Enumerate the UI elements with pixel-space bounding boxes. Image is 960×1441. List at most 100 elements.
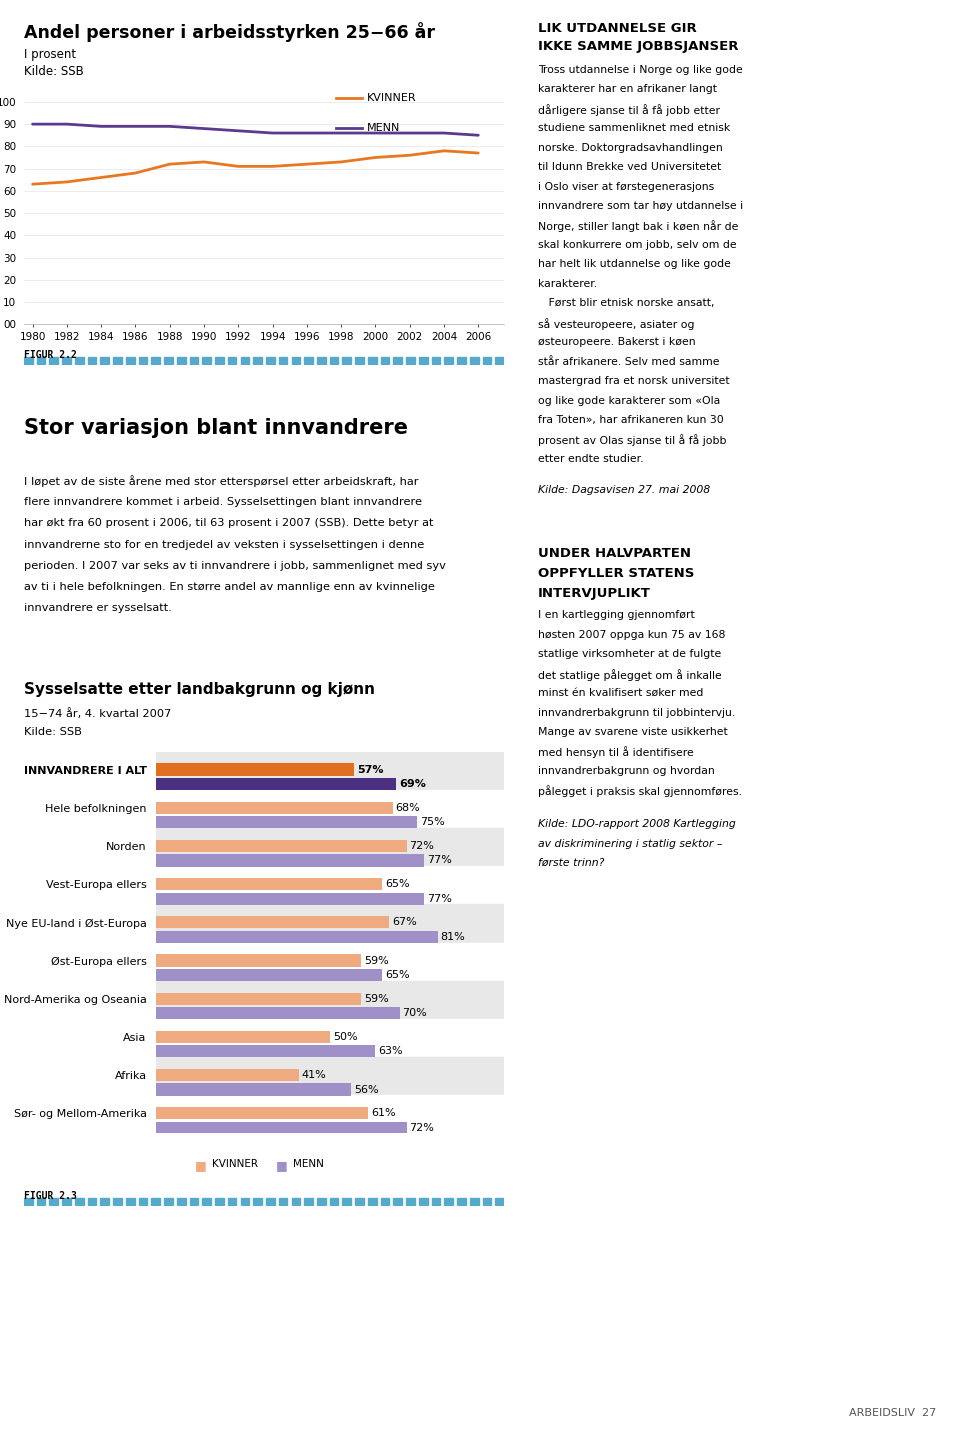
Text: 65%: 65% — [385, 970, 410, 980]
Text: Kilde: LDO-rapport 2008 Kartlegging: Kilde: LDO-rapport 2008 Kartlegging — [538, 820, 735, 829]
Bar — [113, 357, 122, 363]
Text: har helt lik utdannelse og like gode: har helt lik utdannelse og like gode — [538, 259, 731, 269]
Text: 77%: 77% — [427, 893, 451, 904]
Text: 69%: 69% — [399, 780, 426, 790]
Bar — [24, 1197, 33, 1205]
Bar — [152, 357, 160, 363]
Text: Mange av svarene viste usikkerhet: Mange av svarene viste usikkerhet — [538, 728, 728, 736]
Bar — [156, 993, 361, 1004]
Bar — [317, 357, 325, 363]
Bar — [156, 1007, 399, 1019]
Text: 72%: 72% — [409, 1123, 434, 1133]
Text: 59%: 59% — [364, 994, 389, 1004]
Text: 68%: 68% — [396, 803, 420, 813]
Bar — [381, 1197, 390, 1205]
Text: LIK UTDANNELSE GIR: LIK UTDANNELSE GIR — [538, 22, 696, 35]
Text: prosent av Olas sjanse til å få jobb: prosent av Olas sjanse til å få jobb — [538, 435, 726, 447]
Bar — [444, 357, 453, 363]
Text: Kilde: Dagsavisen 27. mai 2008: Kilde: Dagsavisen 27. mai 2008 — [538, 484, 709, 494]
Bar — [24, 357, 33, 363]
Bar — [304, 1197, 313, 1205]
Bar — [177, 1197, 185, 1205]
Bar — [156, 1095, 504, 1134]
Bar — [156, 892, 424, 905]
Text: Tross utdannelse i Norge og like gode: Tross utdannelse i Norge og like gode — [538, 65, 742, 75]
Bar — [36, 1197, 45, 1205]
Bar — [278, 357, 287, 363]
Bar — [241, 357, 250, 363]
Bar — [278, 1197, 287, 1205]
Text: 61%: 61% — [372, 1108, 396, 1118]
Text: Afrika: Afrika — [114, 1071, 147, 1081]
Bar — [215, 357, 224, 363]
Text: I en kartlegging gjennomført: I en kartlegging gjennomført — [538, 611, 694, 620]
Bar — [156, 1107, 369, 1120]
Text: 65%: 65% — [385, 879, 410, 889]
Bar — [75, 357, 84, 363]
Bar — [469, 357, 478, 363]
Bar — [156, 1084, 351, 1095]
Bar — [215, 1197, 224, 1205]
Bar — [266, 357, 275, 363]
Text: 57%: 57% — [357, 765, 384, 775]
Bar — [50, 357, 59, 363]
Text: MENN: MENN — [368, 122, 400, 133]
Text: 59%: 59% — [364, 955, 389, 965]
Bar — [156, 942, 504, 981]
Bar — [228, 357, 236, 363]
Bar — [156, 1030, 330, 1043]
Text: Norge, stiller langt bak i køen når de: Norge, stiller langt bak i køen når de — [538, 220, 738, 232]
Text: første trinn?: første trinn? — [538, 859, 604, 867]
Text: 77%: 77% — [427, 856, 451, 866]
Text: Sysselsatte etter landbakgrunn og kjønn: Sysselsatte etter landbakgrunn og kjønn — [24, 683, 375, 697]
Bar — [156, 752, 504, 790]
Text: karakterer har en afrikaner langt: karakterer har en afrikaner langt — [538, 85, 716, 94]
Bar — [253, 1197, 262, 1205]
Bar — [156, 801, 393, 814]
Text: står afrikanere. Selv med samme: står afrikanere. Selv med samme — [538, 357, 719, 366]
Text: ARBEIDSLIV  27: ARBEIDSLIV 27 — [849, 1408, 936, 1418]
Text: perioden. I 2007 var seks av ti innvandrere i jobb, sammenlignet med syv: perioden. I 2007 var seks av ti innvandr… — [24, 561, 445, 571]
Text: norske. Doktorgradsavhandlingen: norske. Doktorgradsavhandlingen — [538, 143, 722, 153]
Text: 72%: 72% — [409, 842, 434, 852]
Bar — [156, 816, 417, 829]
Bar — [469, 1197, 478, 1205]
Bar — [343, 1197, 351, 1205]
Text: Øst-Europa ellers: Øst-Europa ellers — [51, 957, 147, 967]
Bar — [483, 357, 492, 363]
Text: med hensyn til å identifisere: med hensyn til å identifisere — [538, 746, 693, 758]
Text: av ti i hele befolkningen. En større andel av mannlige enn av kvinnelige: av ti i hele befolkningen. En større and… — [24, 582, 435, 592]
Text: og like gode karakterer som «Ola: og like gode karakterer som «Ola — [538, 396, 720, 405]
Text: OPPFYLLER STATENS: OPPFYLLER STATENS — [538, 568, 694, 581]
Text: INNVANDRERE I ALT: INNVANDRERE I ALT — [24, 765, 147, 775]
Bar — [495, 357, 504, 363]
Text: Vest-Europa ellers: Vest-Europa ellers — [46, 880, 147, 891]
Bar — [156, 1121, 407, 1134]
Bar — [355, 357, 364, 363]
Bar — [292, 1197, 300, 1205]
Bar — [138, 1197, 147, 1205]
Text: innvandrere er sysselsatt.: innvandrere er sysselsatt. — [24, 604, 172, 614]
Bar — [156, 916, 389, 928]
Text: Andel personer i arbeidsstyrken 25−66 år: Andel personer i arbeidsstyrken 25−66 år — [24, 22, 435, 42]
Text: FIGUR 2.2: FIGUR 2.2 — [24, 350, 77, 360]
Bar — [156, 829, 504, 866]
Text: innvandrerne sto for en tredjedel av veksten i sysselsettingen i denne: innvandrerne sto for en tredjedel av vek… — [24, 539, 424, 549]
Text: ■: ■ — [195, 1160, 206, 1173]
Text: INTERVJUPLIKT: INTERVJUPLIKT — [538, 588, 651, 601]
Text: IKKE SAMME JOBBSJANSER: IKKE SAMME JOBBSJANSER — [538, 40, 738, 53]
Text: 67%: 67% — [392, 918, 417, 928]
Text: MENN: MENN — [294, 1160, 324, 1170]
Bar — [368, 1197, 376, 1205]
Text: 63%: 63% — [378, 1046, 402, 1056]
Bar — [156, 1058, 504, 1095]
Bar — [62, 1197, 71, 1205]
Text: Norden: Norden — [106, 842, 147, 852]
Bar — [329, 357, 338, 363]
Bar — [432, 1197, 441, 1205]
Bar — [241, 1197, 250, 1205]
Bar — [381, 357, 390, 363]
Bar — [156, 981, 504, 1019]
Text: høsten 2007 oppga kun 75 av 168: høsten 2007 oppga kun 75 av 168 — [538, 630, 725, 640]
Text: FIGUR 2.3: FIGUR 2.3 — [24, 1192, 77, 1202]
